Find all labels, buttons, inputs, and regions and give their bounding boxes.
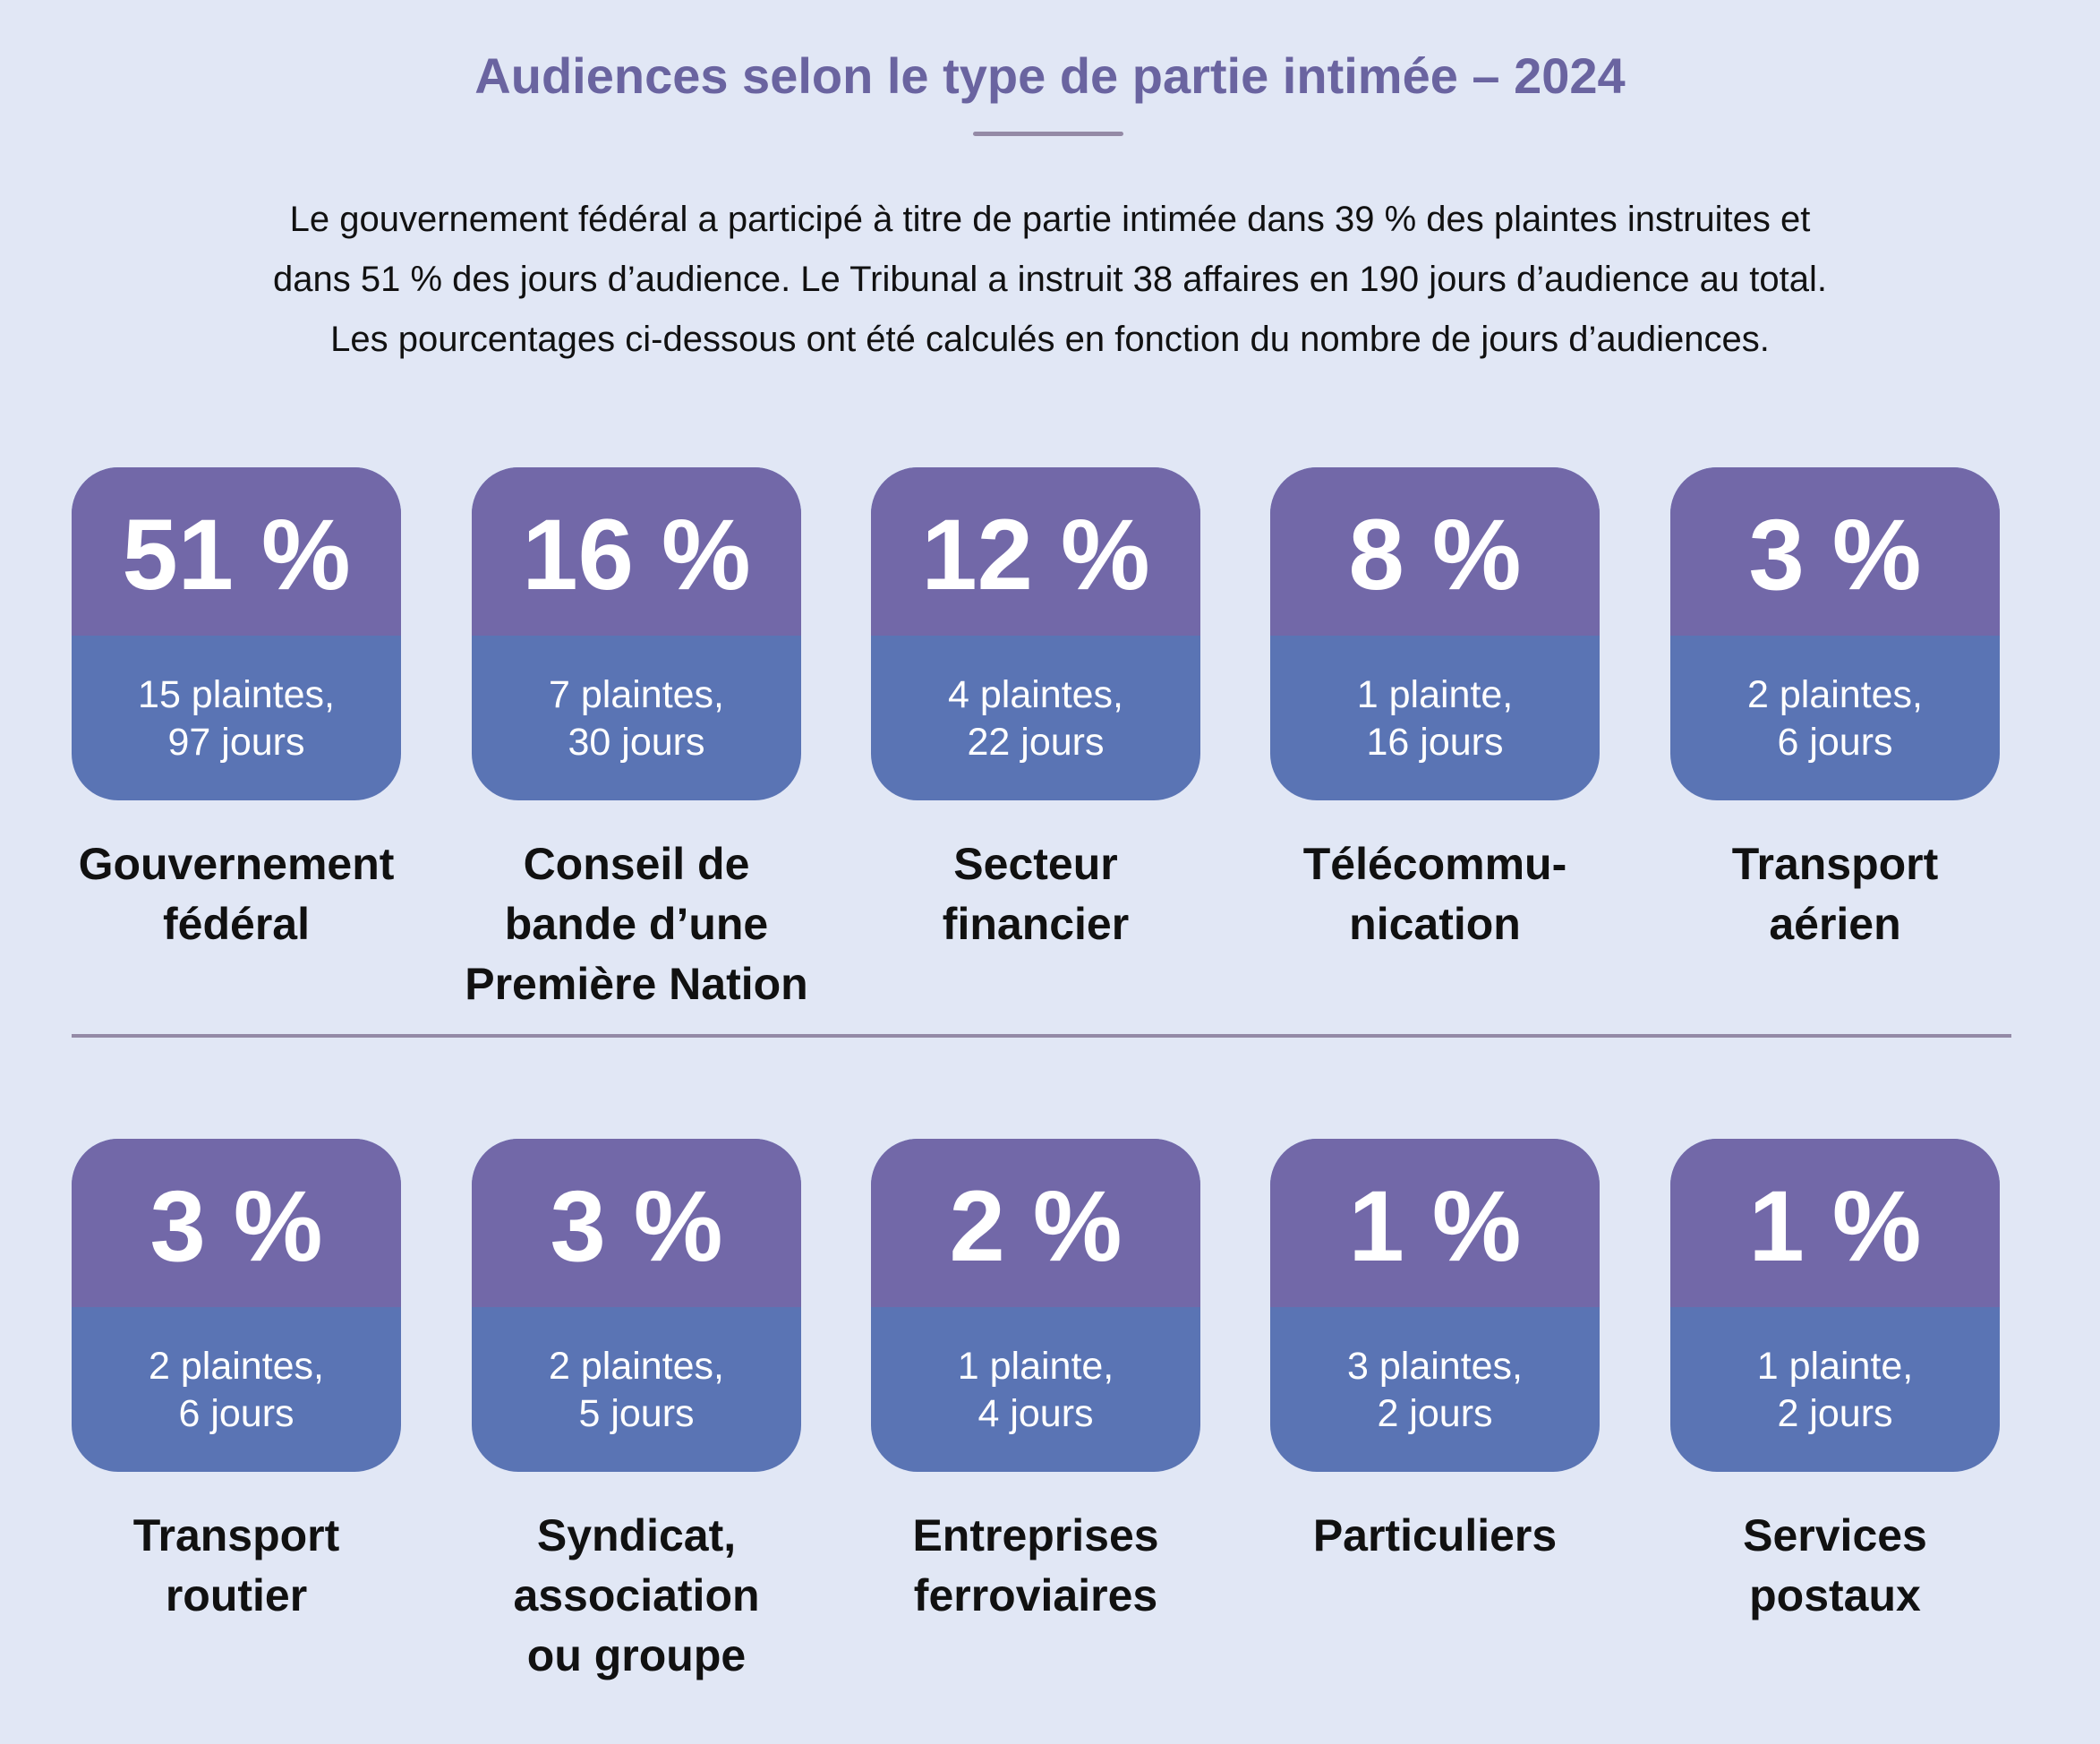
category-label-line: Secteur: [953, 839, 1118, 889]
days-count: 6 jours: [178, 1392, 295, 1435]
days-count: 16 jours: [1366, 721, 1504, 764]
intro-paragraph: Le gouvernement fédéral a participé à ti…: [90, 190, 2010, 370]
category-label-line: ferroviaires: [913, 1570, 1158, 1620]
complaints-count: 1 plainte,: [1356, 673, 1514, 716]
category-label: Transport routier: [37, 1506, 436, 1626]
percent-value: 3 %: [72, 1139, 401, 1307]
row-divider: [72, 1034, 2011, 1038]
category-label-line: Conseil de: [523, 839, 750, 889]
days-count: 22 jours: [967, 721, 1105, 764]
category-label-line: financier: [942, 899, 1130, 949]
category-label: Gouvernement fédéral: [37, 834, 436, 954]
category-label-line: Services: [1743, 1510, 1927, 1560]
percent-value: 16 %: [472, 467, 801, 636]
counts: 1 plainte, 16 jours: [1270, 636, 1600, 766]
counts: 2 plaintes, 6 jours: [72, 1307, 401, 1438]
complaints-count: 7 plaintes,: [548, 673, 725, 716]
percent-value: 51 %: [72, 467, 401, 636]
category-label: Services postaux: [1635, 1506, 2035, 1626]
percent-value: 3 %: [1670, 467, 2000, 636]
stat-card: 1 % 3 plaintes, 2 jours: [1270, 1139, 1600, 1472]
stat-card: 8 % 1 plainte, 16 jours: [1270, 467, 1600, 800]
stat-card: 1 % 1 plainte, 2 jours: [1670, 1139, 2000, 1472]
category-label-line: postaux: [1749, 1570, 1921, 1620]
percent-value: 8 %: [1270, 467, 1600, 636]
category-label-line: ou groupe: [526, 1630, 747, 1680]
category-label: Télécommu-nication: [1235, 834, 1635, 954]
counts: 7 plaintes, 30 jours: [472, 636, 801, 766]
counts: 4 plaintes, 22 jours: [871, 636, 1200, 766]
counts: 15 plaintes, 97 jours: [72, 636, 401, 766]
intro-line: Le gouvernement fédéral a participé à ti…: [289, 200, 1811, 239]
complaints-count: 15 plaintes,: [138, 673, 335, 716]
category-label-line: Transport: [132, 1510, 340, 1560]
stat-card: 3 % 2 plaintes, 6 jours: [72, 1139, 401, 1472]
counts: 1 plainte, 4 jours: [871, 1307, 1200, 1438]
category-label-line: Télécommu-: [1302, 839, 1567, 889]
stat-card: 12 % 4 plaintes, 22 jours: [871, 467, 1200, 800]
title-underline: [973, 132, 1123, 136]
days-count: 4 jours: [977, 1392, 1094, 1435]
percent-value: 2 %: [871, 1139, 1200, 1307]
percent-value: 12 %: [871, 467, 1200, 636]
category-label: Particuliers: [1235, 1506, 1635, 1566]
category-label: Entreprises ferroviaires: [836, 1506, 1235, 1626]
complaints-count: 1 plainte,: [957, 1345, 1114, 1388]
category-label: Conseil de bande d’une Première Nation: [437, 834, 836, 1014]
days-count: 5 jours: [578, 1392, 695, 1435]
category-label-line: fédéral: [163, 899, 310, 949]
category-label: Secteur financier: [836, 834, 1235, 954]
intro-line: Les pourcentages ci-dessous ont été calc…: [330, 320, 1770, 359]
stat-card: 51 % 15 plaintes, 97 jours: [72, 467, 401, 800]
complaints-count: 4 plaintes,: [947, 673, 1124, 716]
percent-value: 3 %: [472, 1139, 801, 1307]
category-label-line: association: [513, 1570, 760, 1620]
category-label-line: Transport: [1731, 839, 1939, 889]
category-label-line: Entreprises: [912, 1510, 1159, 1560]
category-label-line: routier: [165, 1570, 308, 1620]
category-label-line: Syndicat,: [536, 1510, 737, 1560]
category-label: Transport aérien: [1635, 834, 2035, 954]
complaints-count: 3 plaintes,: [1346, 1345, 1524, 1388]
counts: 1 plainte, 2 jours: [1670, 1307, 2000, 1438]
percent-value: 1 %: [1670, 1139, 2000, 1307]
stat-card: 2 % 1 plainte, 4 jours: [871, 1139, 1200, 1472]
category-label-line: Gouvernement: [78, 839, 395, 889]
stat-card: 16 % 7 plaintes, 30 jours: [472, 467, 801, 800]
days-count: 2 jours: [1377, 1392, 1493, 1435]
complaints-count: 1 plainte,: [1756, 1345, 1914, 1388]
stat-card: 3 % 2 plaintes, 5 jours: [472, 1139, 801, 1472]
complaints-count: 2 plaintes,: [148, 1345, 325, 1388]
counts: 2 plaintes, 5 jours: [472, 1307, 801, 1438]
counts: 2 plaintes, 6 jours: [1670, 636, 2000, 766]
category-label-line: nication: [1349, 899, 1521, 949]
days-count: 97 jours: [167, 721, 305, 764]
counts: 3 plaintes, 2 jours: [1270, 1307, 1600, 1438]
category-label-line: bande d’une: [504, 899, 769, 949]
intro-line: dans 51 % des jours d’audience. Le Tribu…: [273, 260, 1827, 299]
category-label-line: Particuliers: [1312, 1510, 1558, 1560]
category-label: Syndicat, association ou groupe: [437, 1506, 836, 1686]
complaints-count: 2 plaintes,: [1746, 673, 1924, 716]
days-count: 2 jours: [1777, 1392, 1893, 1435]
stat-card: 3 % 2 plaintes, 6 jours: [1670, 467, 2000, 800]
category-label-line: Première Nation: [465, 959, 808, 1009]
percent-value: 1 %: [1270, 1139, 1600, 1307]
days-count: 6 jours: [1777, 721, 1893, 764]
complaints-count: 2 plaintes,: [548, 1345, 725, 1388]
days-count: 30 jours: [568, 721, 705, 764]
page-title: Audiences selon le type de partie intimé…: [474, 47, 1626, 104]
category-label-line: aérien: [1769, 899, 1901, 949]
